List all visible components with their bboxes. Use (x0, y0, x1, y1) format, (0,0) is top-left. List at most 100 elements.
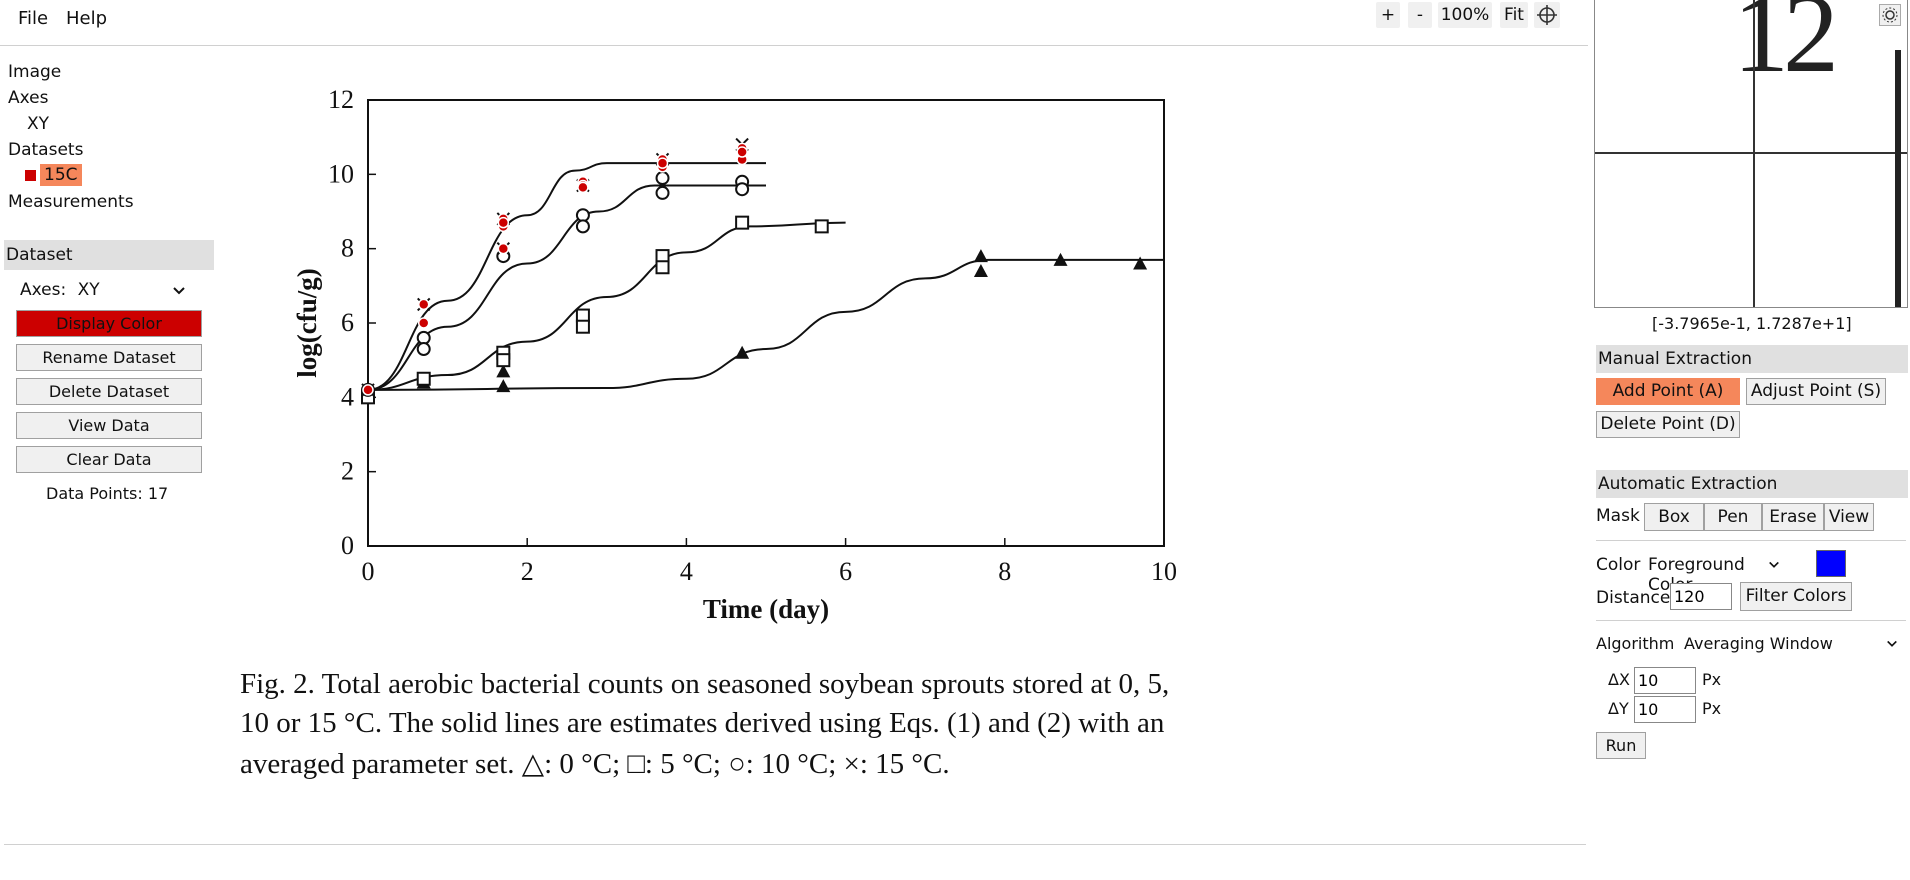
y-axis-label: log(cfu/g) (292, 268, 322, 377)
digitized-point (417, 298, 430, 311)
tree-measurements[interactable]: Measurements (8, 192, 134, 212)
y-tick-label: 10 (328, 159, 354, 188)
mask-view-button[interactable]: View (1824, 503, 1874, 531)
add-point-button[interactable]: Add Point (A) (1596, 378, 1740, 405)
data-point-triangle (973, 249, 988, 263)
zoom-level: 100% (1438, 2, 1492, 28)
data-point-triangle (735, 345, 750, 359)
color-label: Color (1596, 555, 1641, 575)
dx-input[interactable] (1634, 667, 1696, 694)
zoom-out-button[interactable]: - (1408, 2, 1432, 28)
y-tick-label: 8 (341, 234, 354, 263)
delete-point-button[interactable]: Delete Point (D) (1596, 411, 1740, 438)
mask-label: Mask (1596, 506, 1640, 526)
fit-curve-cross (367, 162, 766, 391)
zoom-fit-button[interactable]: Fit (1500, 2, 1528, 28)
x-tick-label: 6 (839, 557, 852, 586)
mask-pen-button[interactable]: Pen (1704, 503, 1762, 531)
tree-axes[interactable]: Axes (8, 88, 49, 108)
divider (1596, 620, 1906, 621)
delete-dataset-button[interactable]: Delete Dataset (16, 378, 202, 405)
digitized-point (417, 317, 430, 329)
digitized-point (577, 181, 589, 194)
manual-extraction-header: Manual Extraction (1596, 345, 1908, 373)
data-point-triangle (1053, 252, 1068, 266)
axes-select-value: XY (77, 280, 100, 300)
data-point-square (575, 319, 590, 334)
algorithm-value: Averaging Window (1684, 634, 1833, 653)
data-point-square (735, 215, 750, 230)
tree-image[interactable]: Image (8, 62, 62, 82)
magnifier-crosshair-h (1595, 152, 1907, 154)
data-point-triangle (496, 364, 511, 378)
zoom-in-button[interactable]: + (1376, 2, 1400, 28)
run-button[interactable]: Run (1596, 732, 1646, 759)
filter-colors-button[interactable]: Filter Colors (1740, 582, 1852, 611)
chevron-down-icon (1769, 561, 1779, 568)
adjust-point-button[interactable]: Adjust Point (S) (1746, 378, 1886, 405)
menu-bar: File Help + - 100% Fit (0, 0, 1588, 46)
data-point-square (496, 353, 511, 368)
x-tick-label: 2 (521, 557, 534, 586)
tree-axes-xy[interactable]: XY (27, 114, 50, 134)
x-tick-label: 4 (680, 557, 693, 586)
data-point-circle (655, 185, 670, 200)
plot-frame (367, 99, 1165, 547)
data-point-triangle (496, 379, 511, 393)
algorithm-label: Algorithm (1596, 634, 1675, 653)
mask-box-button[interactable]: Box (1644, 503, 1704, 531)
digitized-point (497, 242, 510, 255)
dataset-color-swatch (25, 170, 36, 181)
bottom-divider (4, 844, 1586, 845)
menu-file[interactable]: File (18, 8, 49, 29)
x-tick-label: 10 (1151, 557, 1177, 586)
foreground-color-swatch[interactable] (1816, 550, 1846, 577)
algorithm-select[interactable]: Averaging Window (1684, 634, 1902, 653)
divider (1596, 540, 1906, 541)
dx-unit: Px (1702, 670, 1722, 689)
tree-datasets[interactable]: Datasets (8, 140, 84, 160)
y-tick-label: 4 (341, 382, 354, 411)
axes-select[interactable]: Axes: XY (20, 280, 198, 300)
clear-data-button[interactable]: Clear Data (16, 446, 202, 473)
x-axis-label: Time (day) (703, 594, 829, 624)
data-point-circle (655, 171, 670, 186)
data-point-circle (416, 342, 431, 357)
magnifier-settings-icon[interactable] (1879, 4, 1901, 26)
axes-select-label: Axes: (20, 280, 67, 300)
y-tick-label: 0 (341, 531, 354, 560)
magnifier-axis-line (1895, 50, 1901, 307)
data-point-circle (575, 219, 590, 234)
y-tick-label: 12 (328, 85, 354, 114)
fit-curve-circle (367, 184, 766, 391)
view-data-button[interactable]: View Data (16, 412, 202, 439)
data-point-square (814, 219, 829, 234)
cursor-coordinates: [-3.7965e-1, 1.7287e+1] (1652, 314, 1852, 333)
distance-input[interactable] (1670, 583, 1732, 610)
chevron-down-icon (1887, 640, 1897, 647)
display-color-button[interactable]: Display Color (16, 310, 202, 337)
figure-caption-line-1: Fig. 2. Total aerobic bacterial counts o… (240, 668, 1170, 700)
y-tick-label: 6 (341, 308, 354, 337)
fit-curve-square (367, 221, 846, 391)
chart-canvas[interactable]: 0 2 4 6 8 10 12 0 2 4 6 8 10 Time (day) log(cfu/g) (280, 70, 1200, 630)
data-point-square (655, 260, 670, 275)
data-point-triangle (973, 263, 988, 277)
dx-label: ΔX (1608, 670, 1630, 689)
mask-erase-button[interactable]: Erase (1762, 503, 1824, 531)
data-point-square (416, 371, 431, 386)
distance-label: Distance (1596, 588, 1671, 608)
tree-dataset-15c[interactable]: 15C (40, 164, 82, 186)
data-point-circle (735, 182, 750, 197)
digitized-point (362, 384, 374, 396)
menu-help[interactable]: Help (66, 8, 108, 29)
x-tick-label: 0 (362, 557, 375, 586)
data-point-triangle (1133, 256, 1148, 270)
dy-input[interactable] (1634, 696, 1696, 723)
magnifier-preview-text: 12 (1733, 0, 1839, 96)
digitized-point (736, 146, 748, 158)
crosshair-icon[interactable] (1534, 2, 1560, 28)
chevron-down-icon (173, 287, 185, 295)
automatic-extraction-header: Automatic Extraction (1596, 470, 1908, 498)
rename-dataset-button[interactable]: Rename Dataset (16, 344, 202, 371)
